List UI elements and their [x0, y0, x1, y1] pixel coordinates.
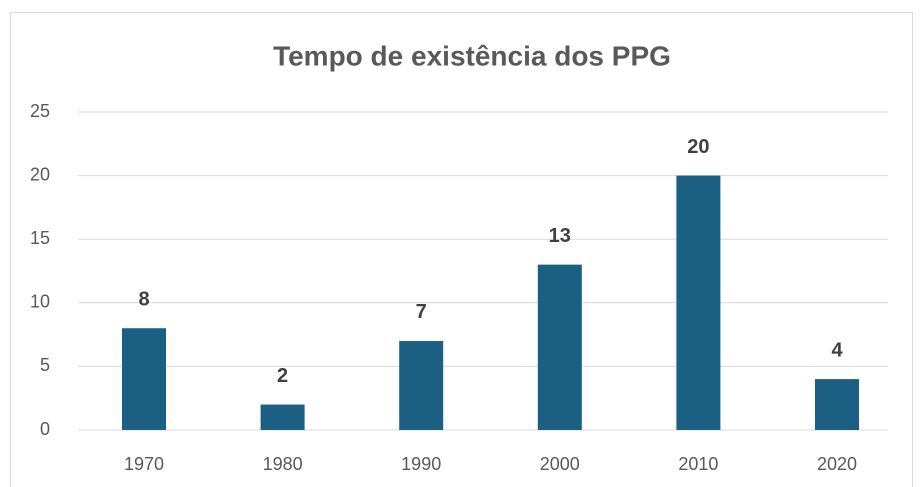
- x-tick-label: 2020: [817, 454, 857, 474]
- y-tick-label: 20: [30, 164, 50, 184]
- data-label: 4: [831, 339, 843, 361]
- bar: [260, 404, 305, 430]
- bar: [537, 264, 582, 430]
- y-tick-label: 0: [40, 419, 50, 439]
- data-label: 13: [549, 225, 571, 247]
- bar: [399, 340, 444, 430]
- bar: [122, 328, 166, 430]
- data-label: 20: [687, 136, 709, 158]
- y-tick-label: 10: [30, 292, 50, 312]
- y-tick-label: 5: [40, 355, 50, 375]
- chart-title: Tempo de existência dos PPG: [273, 40, 671, 71]
- data-label: 8: [138, 289, 149, 311]
- data-label: 2: [277, 365, 288, 387]
- x-tick-label: 1980: [263, 454, 303, 474]
- data-label: 7: [416, 301, 427, 323]
- x-tick-label: 2000: [540, 454, 580, 474]
- bar: [676, 175, 721, 430]
- x-tick-label: 2010: [678, 454, 718, 474]
- bar: [815, 379, 859, 430]
- y-tick-label: 25: [30, 101, 50, 121]
- x-tick-label: 1970: [124, 454, 164, 474]
- y-tick-label: 15: [30, 228, 50, 248]
- x-tick-label: 1990: [401, 454, 441, 474]
